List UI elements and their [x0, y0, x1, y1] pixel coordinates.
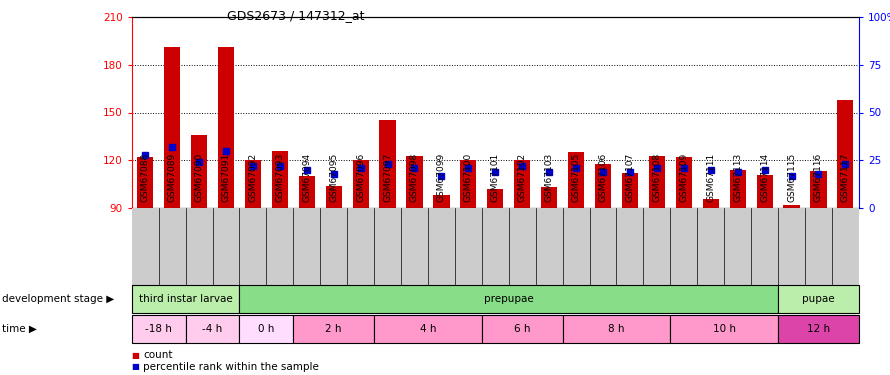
- Bar: [137, 157, 153, 208]
- Bar: [191, 135, 207, 208]
- Text: pupae: pupae: [802, 294, 835, 304]
- Bar: [811, 171, 827, 208]
- Bar: [271, 151, 288, 208]
- Bar: [756, 175, 773, 208]
- Text: 6 h: 6 h: [514, 324, 530, 334]
- Bar: [837, 100, 854, 208]
- Bar: [352, 160, 368, 208]
- Bar: [245, 160, 261, 208]
- Bar: [299, 176, 315, 208]
- Bar: [487, 189, 504, 208]
- Bar: [702, 199, 719, 208]
- Bar: [514, 160, 530, 208]
- Bar: [218, 47, 234, 208]
- Bar: [379, 120, 396, 208]
- Bar: [460, 160, 476, 208]
- Text: 10 h: 10 h: [713, 324, 736, 334]
- Text: percentile rank within the sample: percentile rank within the sample: [143, 362, 320, 372]
- Text: 8 h: 8 h: [608, 324, 625, 334]
- Bar: [326, 186, 342, 208]
- Bar: [164, 47, 180, 208]
- Text: 4 h: 4 h: [420, 324, 436, 334]
- Text: prepupae: prepupae: [484, 294, 534, 304]
- Text: 0 h: 0 h: [258, 324, 274, 334]
- Text: third instar larvae: third instar larvae: [139, 294, 232, 304]
- Text: GDS2673 / 147312_at: GDS2673 / 147312_at: [227, 9, 364, 22]
- Bar: [568, 152, 584, 208]
- Text: time ▶: time ▶: [2, 324, 36, 334]
- Text: ■: ■: [132, 351, 140, 360]
- Text: -4 h: -4 h: [202, 324, 222, 334]
- Text: 12 h: 12 h: [807, 324, 830, 334]
- Bar: [433, 195, 449, 208]
- Text: -18 h: -18 h: [145, 324, 172, 334]
- Bar: [649, 156, 665, 208]
- Text: ■: ■: [132, 362, 140, 371]
- Text: count: count: [143, 351, 173, 360]
- Bar: [622, 173, 638, 208]
- Bar: [541, 188, 557, 208]
- Bar: [783, 205, 799, 208]
- Bar: [730, 170, 746, 208]
- Bar: [595, 164, 611, 208]
- Bar: [676, 157, 692, 208]
- Text: 2 h: 2 h: [326, 324, 342, 334]
- Text: development stage ▶: development stage ▶: [2, 294, 114, 304]
- Bar: [407, 156, 423, 208]
